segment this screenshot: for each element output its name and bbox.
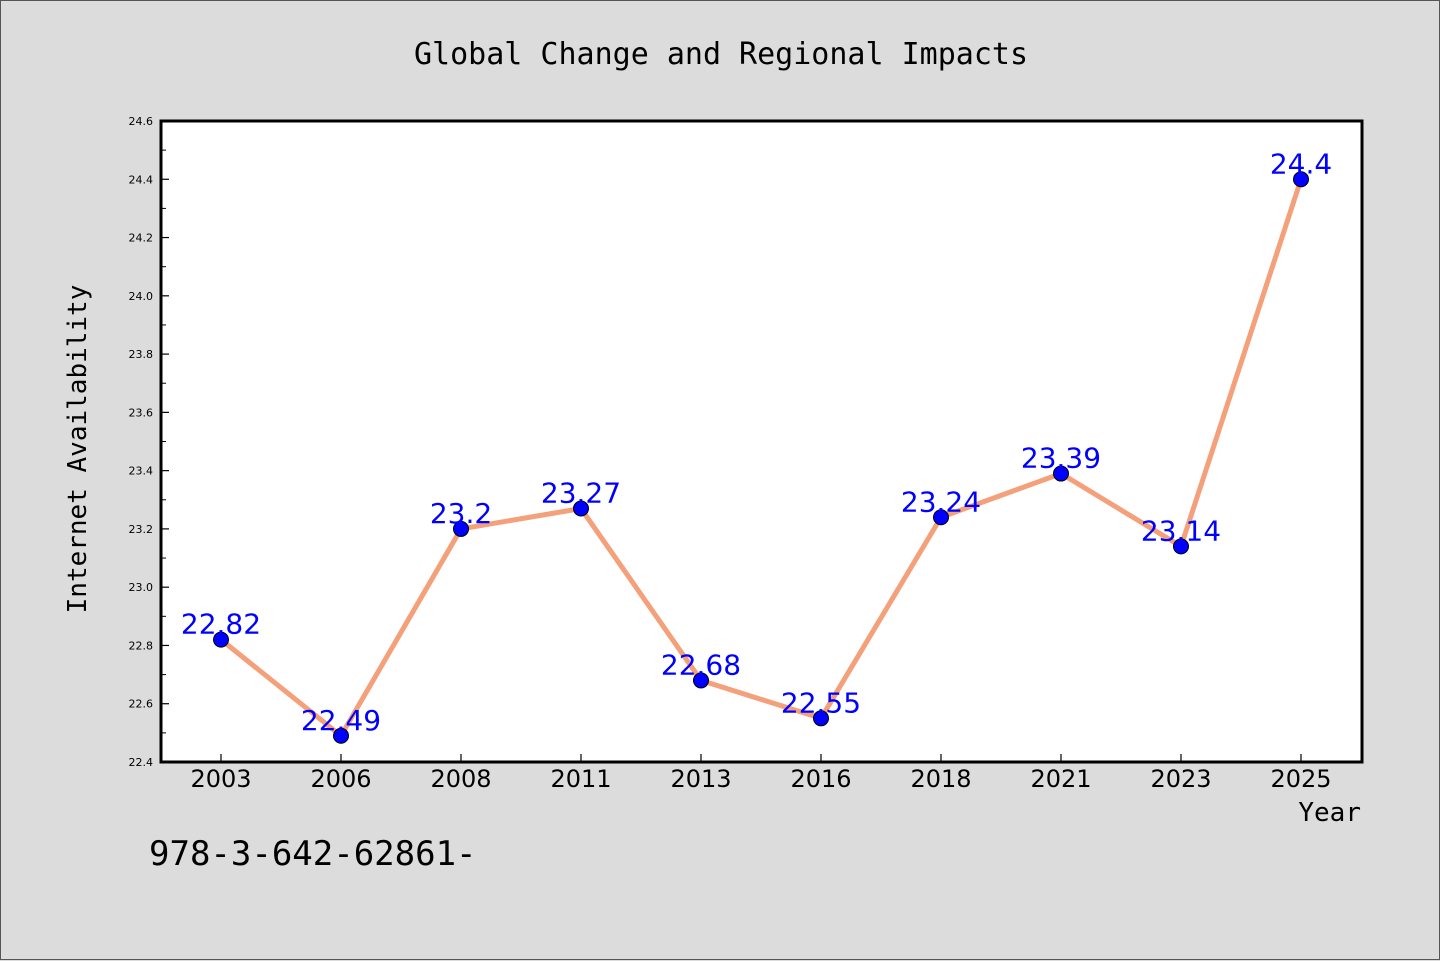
data-point	[933, 509, 949, 526]
y-tick-label: 23.4	[129, 465, 154, 478]
x-tick-label: 2025	[1270, 765, 1331, 793]
y-axis: 22.4 22.6 22.8 23.0 23.2 23.4 23.6 23.8 24.0 24.2…	[129, 115, 169, 769]
y-tick-label: 24.2	[129, 232, 154, 245]
y-axis-label: Internet Availability	[63, 285, 93, 614]
y-tick-label: 22.8	[129, 639, 154, 652]
chart-annotation: 978-3-642-62861-	[149, 834, 477, 874]
data-label: 22.82	[181, 608, 261, 641]
data-point	[813, 710, 829, 727]
x-tick-label: 2023	[1150, 765, 1211, 793]
series-line	[218, 176, 1304, 739]
data-label: 23.27	[541, 477, 621, 510]
x-tick-label: 2011	[550, 765, 611, 793]
x-axis-label: Year	[1298, 798, 1361, 828]
data-label: 22.55	[781, 686, 861, 719]
x-tick-label: 2018	[910, 765, 971, 793]
data-point	[1053, 465, 1069, 482]
data-label: 23.2	[430, 497, 492, 530]
data-point	[333, 727, 349, 744]
y-tick-label: 24.6	[129, 115, 154, 128]
x-tick-label: 2013	[670, 765, 731, 793]
x-tick-label: 2016	[790, 765, 851, 793]
data-points	[213, 171, 1309, 744]
y-tick-label: 23.2	[129, 523, 154, 536]
data-point	[1173, 538, 1189, 555]
data-point	[573, 500, 589, 517]
x-tick-label: 2003	[190, 765, 251, 793]
data-label: 23.24	[901, 485, 981, 518]
x-axis: 2003 2006 2008 2011 2013 2016 2018 2021 2023 2025	[190, 754, 1332, 793]
data-point	[693, 672, 709, 689]
chart-title: Global Change and Regional Impacts	[414, 37, 1028, 72]
y-tick-label: 22.6	[129, 698, 154, 711]
data-label: 23.39	[1021, 442, 1101, 475]
data-point	[1293, 171, 1309, 188]
data-label: 23.14	[1141, 514, 1221, 547]
x-tick-label: 2021	[1030, 765, 1091, 793]
y-tick-label: 23.8	[129, 348, 154, 361]
data-label: 24.4	[1270, 147, 1332, 180]
x-tick-label: 2008	[430, 765, 491, 793]
data-point	[453, 520, 469, 537]
data-point	[213, 631, 229, 648]
plot-area	[159, 119, 1364, 764]
series-polyline	[218, 176, 1304, 739]
y-tick-label: 23.0	[129, 581, 154, 594]
data-label: 22.68	[661, 648, 741, 681]
y-tick-label: 24.0	[129, 290, 154, 303]
y-tick-label: 23.6	[129, 406, 154, 419]
x-tick-label: 2006	[310, 765, 371, 793]
data-label: 22.49	[301, 704, 381, 737]
y-tick-label: 22.4	[129, 756, 154, 769]
data-labels: 22.82 22.49 23.2 23.27 22.68 22.55 23.24 23.39 2…	[181, 147, 1332, 737]
y-tick-label: 24.4	[129, 173, 154, 186]
